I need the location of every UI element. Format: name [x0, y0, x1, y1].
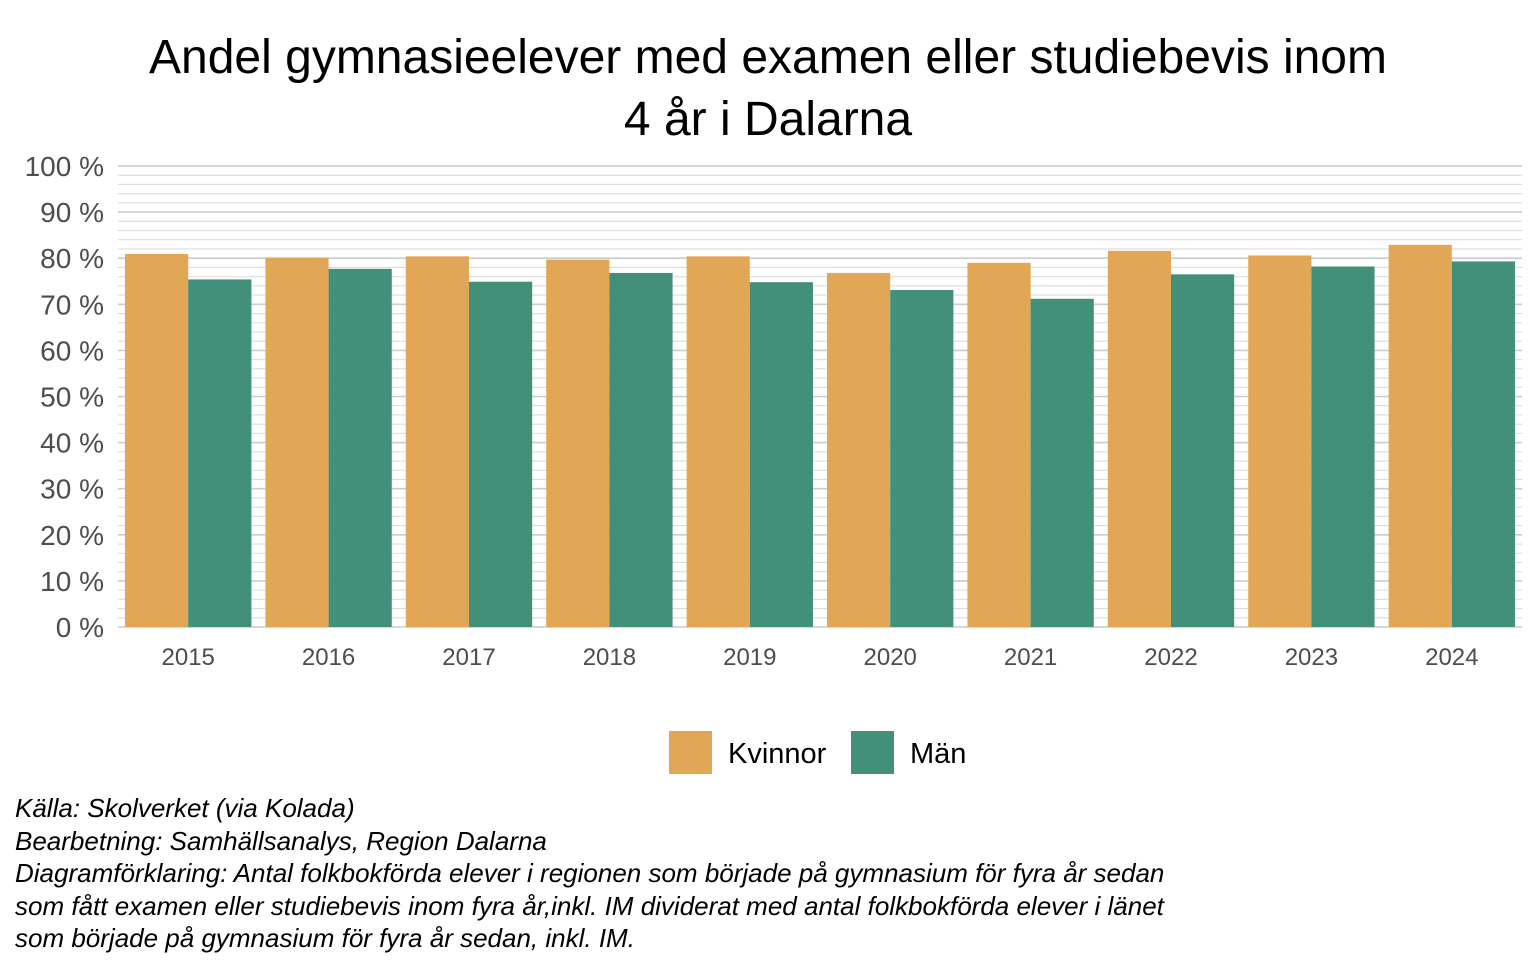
bar-2018-man [609, 272, 673, 627]
legend-key-man [851, 731, 894, 774]
y-tick-label: 20 % [40, 520, 104, 551]
bar-2017-kvinnor [405, 256, 469, 627]
bar-2023-man [1311, 266, 1375, 627]
caption-explanation-line-3: som började på gymnasium för fyra år sed… [15, 923, 635, 953]
bar-2021-man [1030, 298, 1094, 627]
chart-title-line-2: 4 år i Dalarna [624, 93, 912, 146]
x-tick-label: 2023 [1285, 644, 1338, 671]
x-tick-label: 2021 [1004, 644, 1057, 671]
legend: Kvinnor Män [669, 731, 966, 774]
bar-2018-kvinnor [546, 259, 610, 627]
chart-title-line-1: Andel gymnasieelever med examen eller st… [149, 31, 1387, 84]
y-tick-label: 90 % [40, 197, 104, 228]
y-tick-label: 10 % [40, 566, 104, 597]
y-tick-label: 0 % [56, 612, 104, 643]
y-axis: 0 % 10 % 20 % 30 % 40 % 50 % 60 % 70 % 80 % 90 % 1… [25, 151, 104, 643]
bar-2024-man [1451, 261, 1515, 627]
bar-2019-man [749, 282, 813, 627]
x-tick-label: 2017 [442, 644, 495, 671]
legend-label-kvinnor: Kvinnor [728, 738, 827, 770]
y-tick-label: 70 % [40, 289, 104, 320]
bar-2019-kvinnor [686, 256, 750, 627]
y-tick-label: 80 % [40, 243, 104, 274]
bar-2016-man [328, 268, 392, 627]
caption-explanation-line-1: Diagramförklaring: Antal folkbokförda el… [15, 858, 1165, 888]
bar-2020-man [890, 290, 954, 627]
caption-source: Källa: Skolverket (via Kolada) [15, 793, 355, 823]
caption-explanation-line-2: som fått examen eller studiebevis inom f… [15, 890, 1164, 921]
x-tick-label: 2015 [162, 644, 215, 671]
bar-2015-kvinnor [125, 254, 189, 627]
x-tick-label: 2022 [1144, 644, 1197, 671]
y-tick-label: 40 % [40, 428, 104, 459]
bar-2022-man [1171, 274, 1235, 627]
caption: Källa: Skolverket (via Kolada) Bearbetni… [15, 792, 1515, 955]
y-tick-label: 100 % [25, 151, 104, 182]
y-tick-label: 30 % [40, 474, 104, 505]
x-tick-label: 2016 [302, 644, 355, 671]
bar-2021-kvinnor [967, 262, 1031, 627]
x-tick-label: 2020 [864, 644, 917, 671]
legend-label-man: Män [910, 738, 966, 770]
bar-2023-kvinnor [1248, 255, 1312, 627]
bar-2022-kvinnor [1107, 250, 1171, 627]
y-tick-label: 60 % [40, 335, 104, 366]
bar-2016-kvinnor [265, 257, 329, 627]
bar-2024-kvinnor [1388, 244, 1452, 627]
bar-2020-kvinnor [827, 272, 891, 627]
caption-processing: Bearbetning: Samhällsanalys, Region Dala… [15, 825, 547, 856]
legend-key-kvinnor [669, 731, 712, 774]
x-tick-label: 2024 [1425, 644, 1478, 671]
x-axis: 2015 2016 2017 2018 2019 2020 2021 2022 2023 2024 [162, 644, 1479, 671]
bars [125, 244, 1515, 627]
bar-2015-man [188, 279, 252, 627]
x-tick-label: 2018 [583, 644, 636, 671]
y-tick-label: 50 % [40, 382, 104, 413]
x-tick-label: 2019 [723, 644, 776, 671]
bar-2017-man [469, 281, 533, 627]
